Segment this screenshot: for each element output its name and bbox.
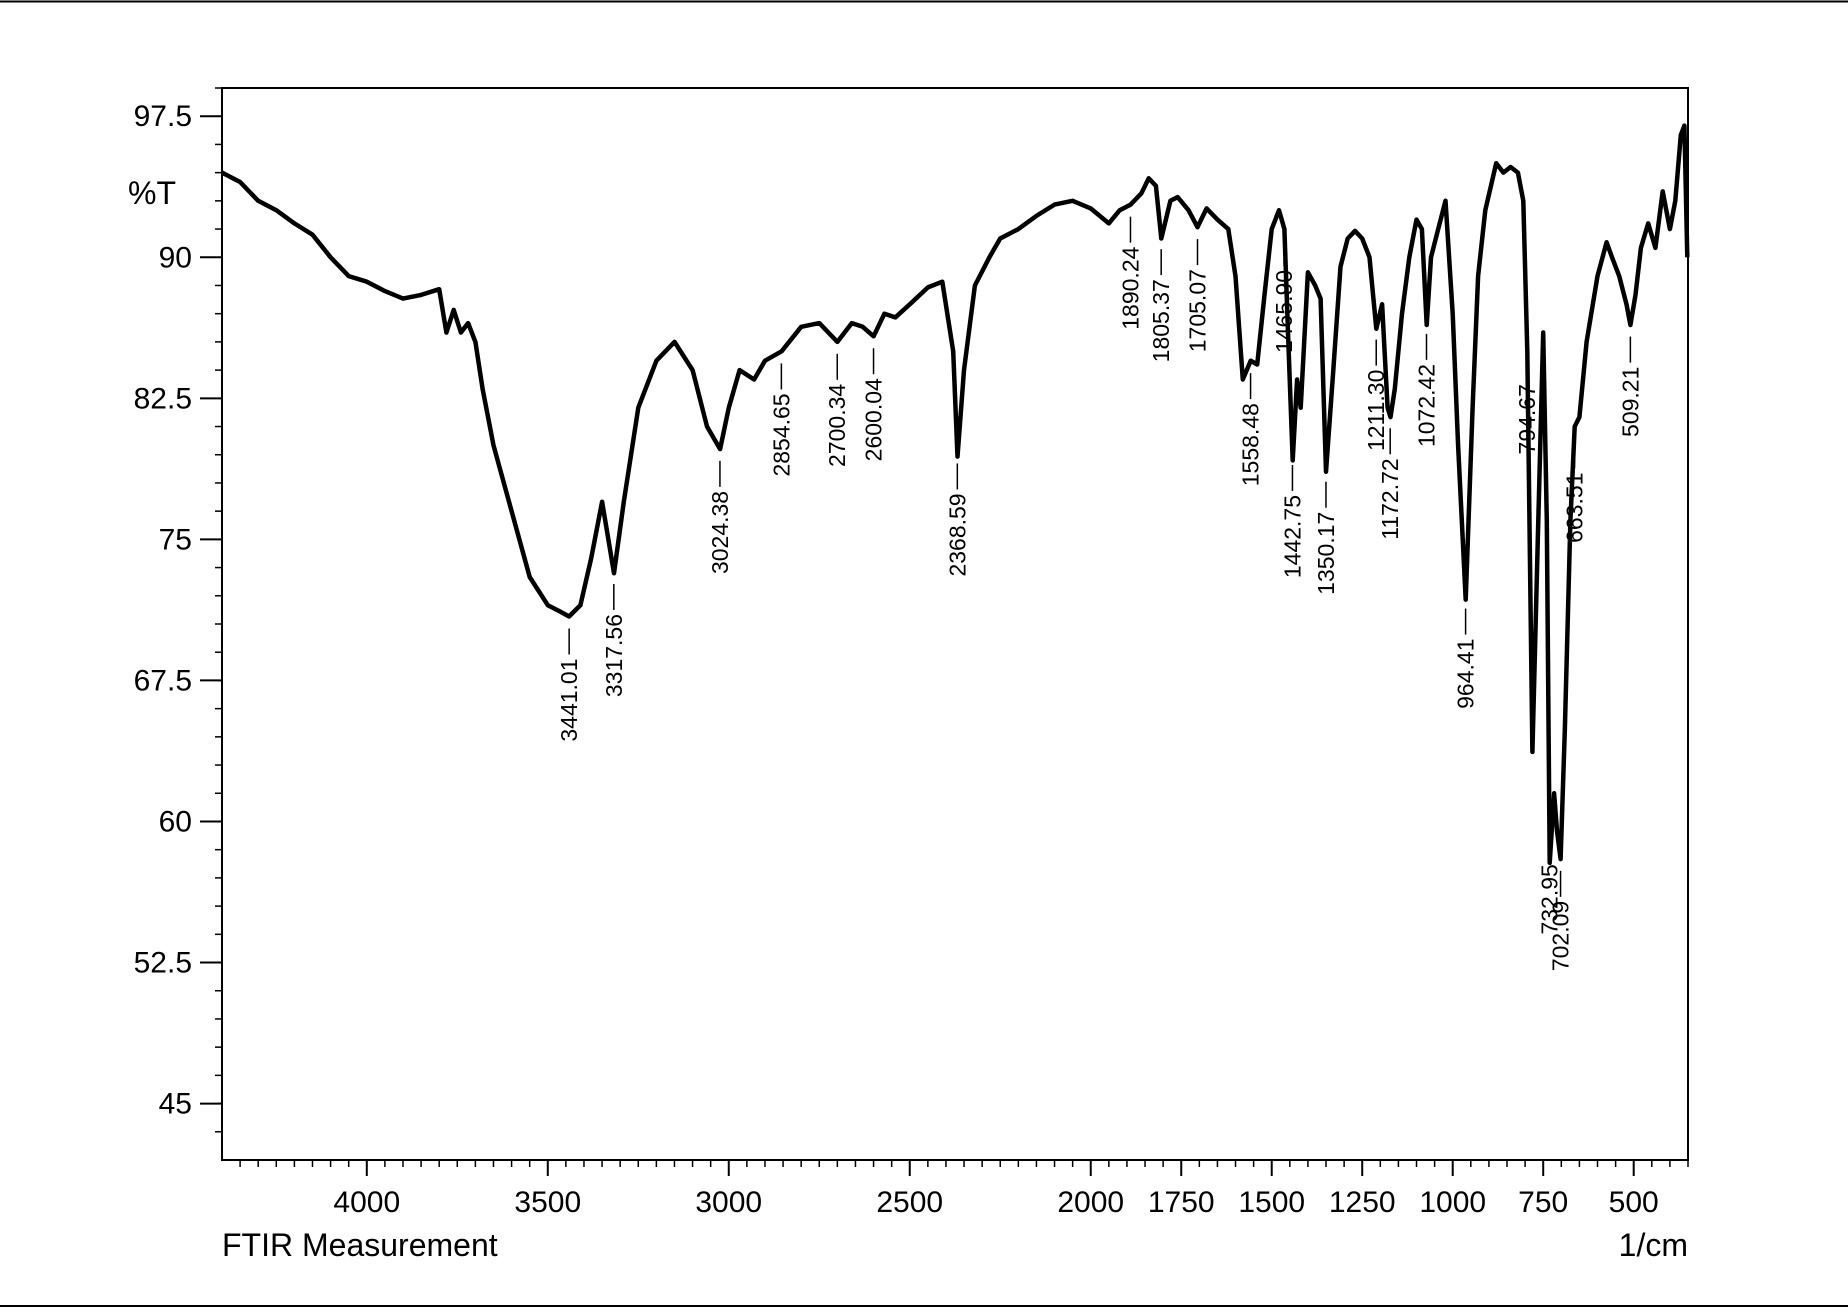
peak-label: 509.21: [1617, 367, 1643, 437]
peak-label: 3441.01: [556, 659, 582, 742]
x-tick-label: 3000: [695, 1186, 762, 1219]
y-tick-label: 75: [159, 523, 192, 556]
x-axis-title: 1/cm: [1619, 1227, 1688, 1263]
x-tick-label: 1500: [1238, 1186, 1305, 1219]
y-tick-label: 67.5: [134, 664, 192, 697]
y-tick-label: 45: [159, 1088, 192, 1121]
x-tick-label: 1750: [1148, 1186, 1215, 1219]
peak-label: 732.95: [1536, 864, 1562, 934]
peak-label: 1072.42: [1414, 364, 1440, 447]
peak-label: 964.41: [1453, 639, 1479, 709]
peak-label: 2700.34: [824, 384, 850, 467]
x-tick-label: 4000: [333, 1186, 400, 1219]
x-tick-label: 1250: [1329, 1186, 1396, 1219]
spectrum-line: [220, 123, 1690, 866]
peak-label: 3317.56: [601, 614, 627, 697]
y-tick-label: 52.5: [134, 947, 192, 980]
chart-caption: FTIR Measurement: [222, 1227, 498, 1263]
y-tick-label: 60: [159, 805, 192, 838]
x-tick-label: 1000: [1419, 1186, 1486, 1219]
x-tick-label: 500: [1609, 1186, 1659, 1219]
peak-label: 1172.72: [1377, 458, 1403, 539]
y-tick-label: 97.5: [134, 100, 192, 133]
peak-label: 1890.24: [1118, 246, 1144, 329]
y-axis: 97.5 90 82.5 75 67.5 60 52.5 45: [134, 87, 222, 1133]
peak-label: 3024.38: [707, 491, 733, 574]
peak-label: 1805.37: [1148, 279, 1174, 362]
peak-label: 1350.17: [1313, 512, 1339, 595]
x-tick-label: 2000: [1057, 1186, 1124, 1219]
x-tick-label: 2500: [876, 1186, 943, 1219]
peak-label: 702.09: [1548, 901, 1574, 971]
peak-label: 2368.59: [944, 493, 970, 576]
y-axis-title: %T: [128, 175, 176, 211]
peak-label: 1442.75: [1280, 495, 1306, 578]
peak-label: 2600.04: [861, 378, 887, 461]
y-tick-label: 82.5: [134, 382, 192, 415]
peak-label: 2854.65: [768, 393, 794, 476]
x-tick-label: 3500: [514, 1186, 581, 1219]
x-axis: 4000 3500 3000 2500 2000 1750 1500 1250 1000 750 5…: [239, 1160, 1689, 1219]
x-tick-label: 750: [1518, 1186, 1568, 1219]
peak-label: 663.51: [1562, 473, 1588, 543]
y-tick-label: 90: [159, 241, 192, 274]
peak-label: 1558.48: [1238, 403, 1264, 486]
peak-label: 1705.07: [1185, 269, 1211, 352]
